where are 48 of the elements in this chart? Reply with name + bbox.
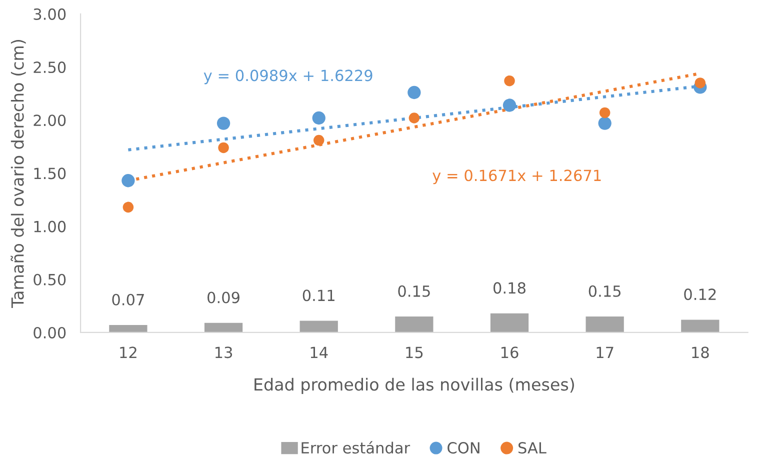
annotation: y = 0.1671x + 1.2671: [432, 170, 601, 184]
y-tick-label: 2.00: [34, 114, 66, 126]
data-label: 0.11: [302, 290, 334, 302]
y-tick-label: 3.00: [34, 8, 66, 20]
data-label: 0.09: [208, 292, 240, 304]
point: [408, 86, 421, 100]
x-tick-label: 16: [501, 346, 518, 358]
x-axis-title: Edad promedio de las novillas (meses): [254, 378, 574, 394]
y-axis-title: Tamaño del ovario derecho (cm): [10, 40, 26, 308]
y-tick-label: 1.50: [34, 168, 66, 180]
x-tick-label: 12: [120, 346, 136, 358]
point: [408, 112, 420, 124]
data-label: 0.15: [588, 285, 621, 297]
bar: [395, 316, 434, 332]
y-tick-label: 0.00: [34, 326, 66, 338]
point: [504, 75, 515, 86]
y-tick-label: 0.50: [34, 274, 66, 286]
point: [599, 107, 610, 118]
data-label: 0.18: [494, 282, 526, 294]
point: [313, 134, 324, 146]
legend-label: Error estándar: [302, 441, 410, 454]
bar: [586, 316, 624, 332]
bar: [490, 313, 529, 332]
data-label: 0.12: [684, 288, 716, 300]
point: [598, 116, 612, 130]
point: [122, 174, 135, 188]
x-tick-label: 18: [692, 346, 709, 358]
point: [502, 98, 516, 112]
legend-label: CON: [448, 442, 480, 454]
bar: [109, 325, 148, 332]
point: [694, 78, 706, 88]
bar: [300, 320, 338, 332]
data-label: 0.15: [398, 285, 430, 297]
point: [122, 202, 134, 213]
data-label: 0.07: [112, 294, 144, 306]
point: [216, 116, 230, 130]
y-tick-label: 2.50: [34, 62, 66, 74]
x-tick-label: 15: [406, 346, 423, 358]
y-tick-label: 1.00: [34, 220, 66, 232]
annotation: y = 0.0989x + 1.6229: [204, 70, 372, 84]
x-tick-label: 14: [310, 346, 328, 358]
x-tick-label: 17: [596, 346, 614, 358]
bar: [681, 320, 720, 332]
legend-label: SAL: [518, 442, 546, 454]
x-tick-label: 13: [215, 346, 232, 358]
bar: [204, 322, 243, 332]
point: [218, 142, 229, 154]
point: [312, 111, 326, 125]
